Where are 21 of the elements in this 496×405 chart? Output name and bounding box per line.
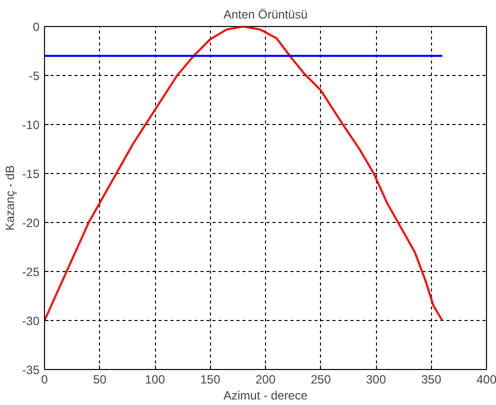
y-tick-label: -25 — [22, 265, 40, 279]
x-tick-label: 350 — [421, 372, 442, 386]
y-tick-label: -35 — [22, 363, 40, 377]
chart-title: Anten Örüntüsü — [223, 8, 308, 22]
y-tick-label: -20 — [22, 216, 40, 230]
x-tick-label: 400 — [476, 372, 496, 386]
x-tick-label: 300 — [366, 372, 386, 386]
y-axis-title: Kazanç - dB — [3, 165, 18, 231]
y-tick-label: -5 — [28, 69, 40, 83]
x-tick-label: 200 — [255, 372, 276, 386]
y-tick-label: 0 — [32, 20, 40, 34]
y-tick-label: -15 — [22, 167, 40, 181]
x-tick-label: 150 — [200, 372, 221, 386]
x-tick-label: 250 — [310, 372, 332, 386]
y-tick-label: -30 — [22, 314, 40, 328]
x-tick-label: 50 — [93, 372, 107, 386]
x-tick-label: 0 — [41, 372, 48, 386]
y-tick-label: -10 — [22, 118, 40, 132]
x-tick-label: 100 — [144, 372, 166, 386]
line-series — [44, 26, 444, 322]
x-axis-title: Azimut - derece — [223, 388, 308, 402]
